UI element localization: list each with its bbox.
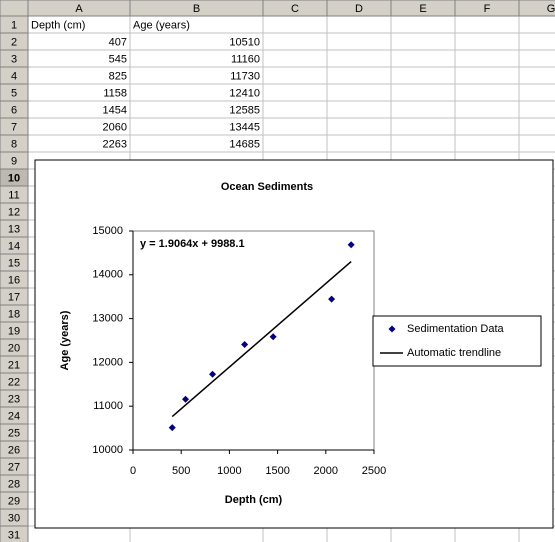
column-header-label: B (193, 3, 200, 15)
cell[interactable]: 11160 (231, 53, 260, 65)
row-header-label: 26 (8, 444, 20, 456)
y-tick-label: 11000 (93, 400, 123, 412)
data-point (328, 295, 336, 303)
row-header-label: 22 (8, 376, 20, 388)
data-point (241, 340, 249, 348)
row-header-label: 27 (8, 461, 20, 473)
row-header-label: 12 (8, 206, 20, 218)
legend-label: Sedimentation Data (407, 323, 504, 335)
row-header-label: 16 (8, 274, 20, 286)
column-header-label: A (75, 3, 83, 15)
cell[interactable]: 1158 (103, 87, 127, 99)
column-header-label: G (547, 3, 555, 15)
trendline-equation: y = 1.9064x + 9988.1 (140, 238, 245, 250)
data-point (168, 424, 176, 432)
row-header-label: 28 (8, 478, 20, 490)
cell[interactable]: 825 (109, 70, 127, 82)
row-header-label: 30 (8, 512, 20, 524)
cell[interactable]: 2263 (103, 138, 127, 150)
cell[interactable]: 407 (109, 36, 127, 48)
column-header-label: E (419, 3, 426, 15)
row-header[interactable] (0, 525, 29, 542)
row-header-label: 15 (8, 257, 20, 269)
y-tick-label: 12000 (92, 356, 123, 368)
x-tick-label: 1500 (265, 465, 289, 477)
row-header-label: 24 (8, 410, 20, 422)
y-tick-label: 13000 (92, 313, 123, 325)
row-header-label: 9 (11, 155, 17, 167)
cell[interactable]: 11730 (230, 70, 260, 82)
cell[interactable]: Depth (cm) (31, 19, 85, 31)
row-header-label: 8 (11, 138, 17, 150)
cell[interactable]: 12585 (229, 104, 260, 116)
row-header-label: 5 (11, 87, 17, 99)
row-header-label: 7 (11, 121, 17, 133)
row-header-label: 20 (8, 342, 20, 354)
row-header-label: 4 (11, 70, 17, 82)
legend (372, 315, 542, 367)
x-tick-label: 0 (130, 465, 136, 477)
x-axis-label: Depth (cm) (225, 494, 283, 506)
row-header-label: 11 (8, 189, 19, 201)
row-header-label: 2 (11, 36, 17, 48)
row-header-label: 1 (11, 19, 17, 31)
column-header[interactable] (518, 0, 555, 17)
row-header-label: 3 (11, 53, 17, 65)
cell[interactable]: 14685 (229, 138, 260, 150)
cell[interactable]: 13445 (229, 121, 260, 133)
legend-label: Automatic trendline (407, 347, 501, 359)
row-header-label: 29 (8, 495, 20, 507)
row-header-label: 19 (8, 325, 20, 337)
column-header-label: F (484, 3, 491, 15)
column-header-label: D (355, 3, 363, 15)
row-header-label: 25 (8, 427, 20, 439)
cell[interactable]: 12410 (229, 87, 260, 99)
row-header-label: 6 (11, 104, 17, 116)
legend-marker (388, 325, 396, 333)
row-header-label: 21 (8, 359, 20, 371)
row-header-label: 13 (8, 223, 20, 235)
y-tick-label: 14000 (92, 269, 123, 281)
x-tick-label: 1000 (217, 465, 241, 477)
x-tick-label: 2000 (314, 465, 338, 477)
y-axis-label: Age (years) (59, 310, 71, 370)
cell[interactable]: Age (years) (133, 19, 190, 31)
row-header-label: 14 (8, 240, 20, 252)
y-tick-label: 10000 (92, 444, 123, 456)
row-header-label: 18 (8, 308, 20, 320)
data-point (269, 333, 277, 341)
y-tick-label: 15000 (92, 225, 123, 237)
x-tick-label: 2500 (362, 465, 386, 477)
x-tick-label: 500 (172, 465, 190, 477)
cell[interactable]: 10510 (229, 36, 260, 48)
row-header-label: 10 (8, 172, 20, 184)
data-point (182, 395, 190, 403)
chart-title: Ocean Sediments (221, 181, 313, 193)
cell[interactable]: 1454 (103, 104, 127, 116)
cell[interactable]: 545 (109, 53, 127, 65)
row-header-label: 23 (8, 393, 20, 405)
trendline (171, 260, 352, 418)
cell[interactable]: 2060 (103, 121, 127, 133)
data-point (209, 370, 217, 378)
column-header-label: C (291, 3, 299, 15)
plot-area (132, 230, 375, 451)
data-point (347, 241, 355, 249)
row-header-label: 17 (8, 291, 20, 303)
row-header-label: 31 (8, 529, 20, 541)
